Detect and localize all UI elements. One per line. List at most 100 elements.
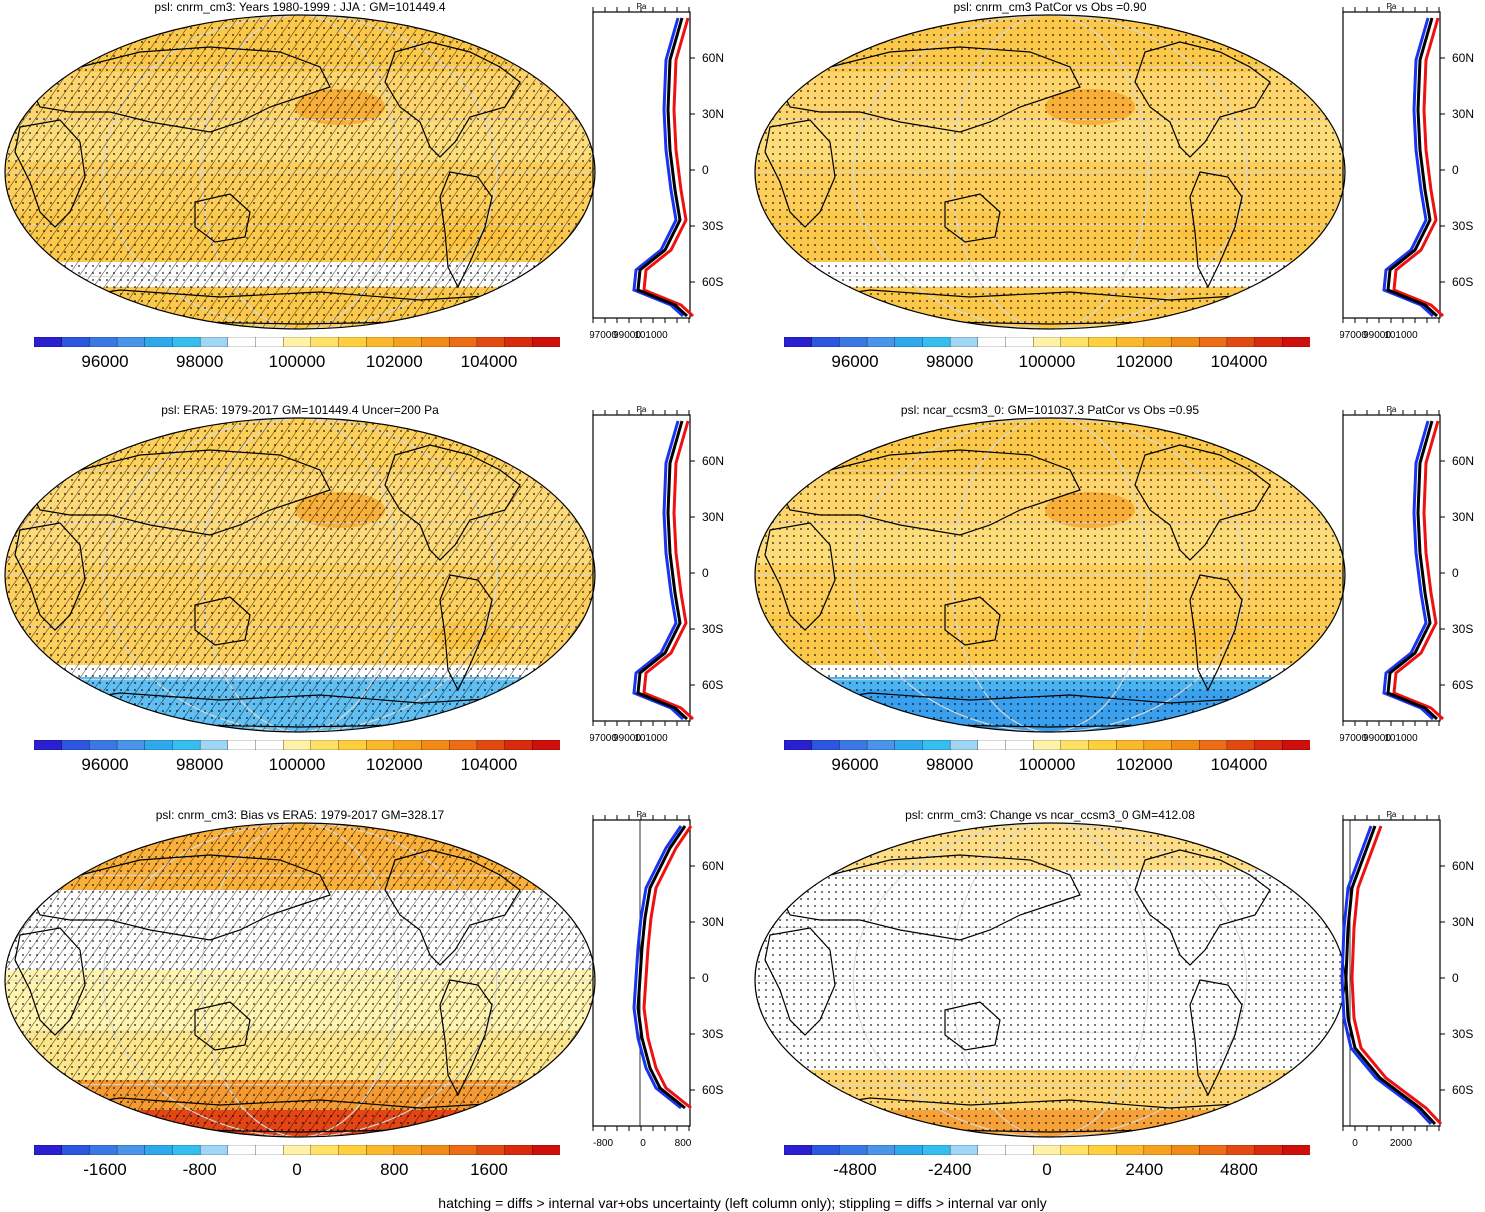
- panel-change: psl: cnrm_cm3: Change vs ncar_ccsm3_0 GM…: [750, 808, 1485, 1203]
- profile-lat-label: 60N: [702, 454, 724, 468]
- map-border: [4, 14, 596, 330]
- colorbar-swatch: [199, 1145, 229, 1155]
- colorbar-tick-label: 4800: [1220, 1160, 1258, 1179]
- colorbar-swatch: [61, 1145, 90, 1155]
- colorbar-swatch: [1116, 337, 1145, 347]
- colorbar-swatch: [393, 1145, 423, 1155]
- profile-lat-label: 60S: [1452, 275, 1473, 289]
- colorbar-swatch: [34, 1145, 63, 1155]
- colorbar-swatch: [1171, 740, 1200, 750]
- colorbar-swatch: [532, 1145, 560, 1155]
- profile-lat-label: 0: [1452, 971, 1459, 985]
- colorbar-swatch: [310, 337, 339, 347]
- profile-lat-label: 60S: [1452, 1083, 1473, 1097]
- colorbar-tick-label: 1600: [470, 1160, 508, 1179]
- profile-x-label: 101000: [1384, 733, 1418, 744]
- profile-x-label: 0: [1352, 1138, 1358, 1149]
- colorbar-labels: 96000 98000 100000 102000 104000: [34, 352, 560, 374]
- colorbar-swatch: [1254, 337, 1283, 347]
- profile-mean-curve: [1386, 17, 1439, 318]
- profile-obs-curve: [632, 825, 683, 1110]
- colorbar: [784, 337, 1310, 347]
- colorbar-swatch: [116, 337, 146, 347]
- panel-title: psl: cnrm_cm3: Years 1980-1999 : JJA : G…: [154, 0, 446, 14]
- profile-lat-label: 30N: [1452, 915, 1474, 929]
- colorbar-swatch: [393, 740, 423, 750]
- colorbar-swatch: [1033, 337, 1062, 347]
- colorbar-swatch: [1282, 337, 1310, 347]
- map-border: [4, 822, 596, 1138]
- panel-title: psl: cnrm_cm3: Change vs ncar_ccsm3_0 GM…: [905, 808, 1195, 822]
- colorbar-swatch: [89, 1145, 118, 1155]
- colorbar-tick-label: 96000: [81, 352, 129, 371]
- colorbar-swatch: [34, 740, 63, 750]
- colorbar-swatch: [283, 337, 312, 347]
- profile-lat-label: 30N: [1452, 107, 1474, 121]
- colorbar-tick-label: 100000: [1018, 352, 1076, 371]
- colorbar-swatch: [338, 740, 367, 750]
- profile-lat-label: 30N: [702, 107, 724, 121]
- colorbar-swatch: [504, 337, 533, 347]
- profile-lat-label: 60S: [702, 275, 723, 289]
- panel-title: psl: cnrm_cm3: Bias vs ERA5: 1979-2017 G…: [155, 808, 445, 822]
- profile-lat-label: 60N: [1452, 51, 1474, 65]
- colorbar-tick-label: 800: [380, 1160, 409, 1179]
- colorbar-tick-label: 100000: [268, 352, 326, 371]
- profile-x-label: 97000: [590, 733, 617, 744]
- profile-unit: Pa: [637, 405, 647, 414]
- colorbar-swatch: [61, 740, 90, 750]
- colorbar-swatch: [34, 337, 63, 347]
- colorbar-labels: -1600 -800 0 800 1600: [34, 1160, 560, 1182]
- colorbar-swatch: [784, 1145, 813, 1155]
- colorbar-swatch: [922, 1145, 951, 1155]
- profile-x-label: -800: [593, 1138, 613, 1149]
- profile-obs-curve: [1340, 825, 1433, 1126]
- colorbar-swatch: [1226, 1145, 1256, 1155]
- hatching-overlay: [5, 823, 595, 1137]
- profile-x-label: 99000: [613, 733, 641, 744]
- profile-unit: Pa: [637, 2, 647, 11]
- colorbar-swatch: [504, 740, 533, 750]
- colorbar-swatch: [532, 740, 560, 750]
- stippling-overlay: [755, 15, 1345, 329]
- colorbar-swatch: [811, 337, 840, 347]
- colorbar-labels: 96000 98000 100000 102000 104000: [34, 755, 560, 777]
- profile-lat-label: 60N: [702, 51, 724, 65]
- profile-obs-curve: [1382, 420, 1435, 721]
- colorbar-swatch: [866, 740, 896, 750]
- colorbar-swatch: [116, 1145, 146, 1155]
- colorbar-tick-label: 0: [1042, 1160, 1052, 1179]
- colorbar-swatch: [811, 740, 840, 750]
- colorbar-labels: 96000 98000 100000 102000 104000: [784, 755, 1310, 777]
- colorbar-swatch: [172, 740, 201, 750]
- colorbar-swatch: [894, 740, 923, 750]
- colorbar-tick-label: 104000: [460, 755, 518, 774]
- colorbar-swatch: [1143, 740, 1173, 750]
- profile-x-label: 800: [675, 1138, 692, 1149]
- colorbar-swatch: [977, 1145, 1006, 1155]
- profile-x-label: 101000: [634, 330, 668, 341]
- colorbar-tick-label: 104000: [1210, 352, 1268, 371]
- profile-lat-label: 0: [702, 971, 709, 985]
- profile-lat-label: 0: [702, 566, 709, 580]
- colorbar-tick-label: -4800: [833, 1160, 877, 1179]
- colorbar-swatch: [310, 740, 339, 750]
- map-border: [754, 14, 1346, 330]
- colorbar-tick-label: -2400: [927, 1160, 972, 1179]
- map-border: [754, 417, 1346, 733]
- colorbar-swatch: [1088, 740, 1117, 750]
- colorbar-swatch: [89, 740, 118, 750]
- colorbar-swatch: [393, 337, 423, 347]
- colorbar-swatch: [922, 337, 951, 347]
- profile-lat-label: 0: [1452, 566, 1459, 580]
- colorbar-swatch: [144, 1145, 173, 1155]
- colorbar-swatch: [116, 740, 146, 750]
- world-map: [4, 822, 596, 1138]
- colorbar-swatch: [839, 1145, 868, 1155]
- colorbar-swatch: [255, 740, 284, 750]
- panel-model-patcor: psl: cnrm_cm3 PatCor vs Obs =0.90 96000 9…: [750, 0, 1485, 395]
- panel-reference-model: psl: ncar_ccsm3_0: GM=101037.3 PatCor vs…: [750, 403, 1485, 798]
- profile-lat-label: 60S: [702, 678, 723, 692]
